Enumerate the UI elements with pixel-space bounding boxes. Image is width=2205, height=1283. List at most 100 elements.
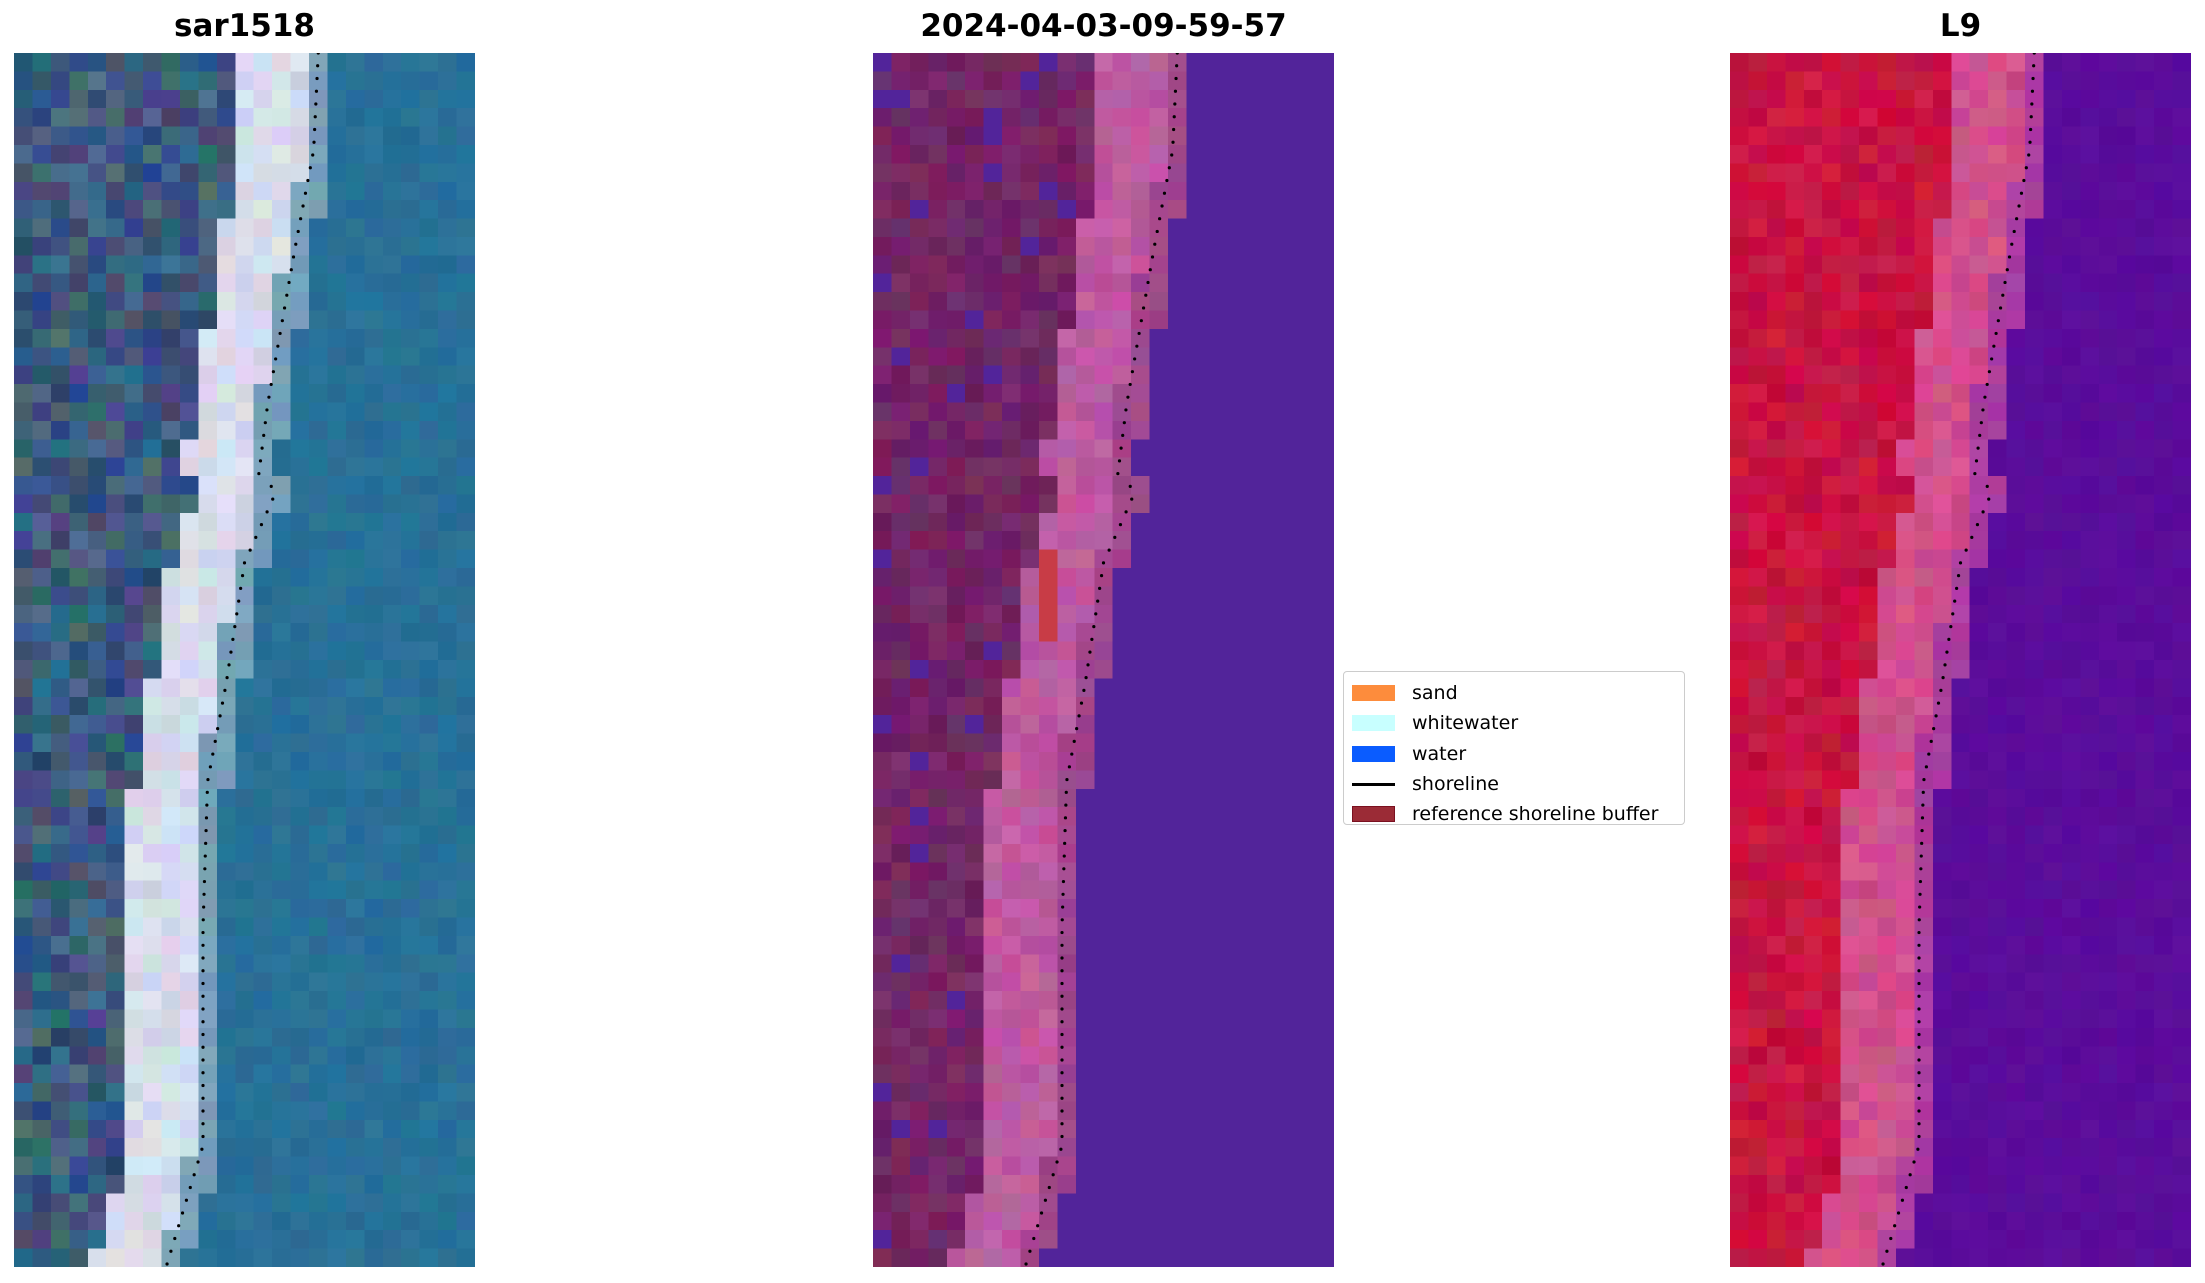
shoreline-point [237, 599, 241, 603]
shoreline-point [1881, 1262, 1885, 1266]
shoreline-point [1126, 395, 1130, 399]
shoreline-point [201, 969, 205, 973]
shoreline-point [1917, 1007, 1921, 1011]
shoreline-point [282, 306, 287, 310]
shoreline-point [201, 918, 205, 922]
shoreline-point [1920, 828, 1924, 833]
shoreline-point [1172, 115, 1176, 119]
shoreline-point [316, 53, 320, 55]
shoreline-point [1922, 777, 1926, 782]
shoreline-point [1060, 930, 1064, 935]
shoreline-point [2024, 166, 2028, 170]
shoreline-point [1063, 816, 1068, 820]
shoreline-point [1975, 523, 1980, 527]
rgb-image-panel [14, 53, 475, 1267]
shoreline-point [1927, 752, 1931, 756]
shoreline-point [276, 344, 280, 348]
shoreline-point [1998, 306, 2003, 310]
shoreline-point [1060, 1122, 1064, 1126]
shoreline-point [1153, 242, 1157, 246]
shoreline-point [1917, 1045, 1921, 1049]
shoreline-point [1116, 472, 1120, 476]
shoreline-point [1917, 943, 1921, 947]
shoreline-point [1917, 969, 1921, 973]
shoreline-point [2030, 89, 2035, 93]
shoreline-point [260, 446, 264, 450]
shoreline-point [223, 688, 227, 692]
legend-line [1352, 782, 1395, 786]
shoreline-point [291, 255, 296, 259]
shoreline-point [1060, 994, 1064, 998]
shoreline-point [177, 1224, 181, 1228]
shoreline-point [259, 523, 264, 527]
shoreline-point [2032, 53, 2036, 55]
shoreline-point [1917, 1032, 1921, 1037]
shoreline-point [1917, 981, 1921, 986]
shoreline-point [1148, 268, 1152, 272]
shoreline-point [1987, 370, 1992, 374]
shoreline-point [1060, 981, 1064, 986]
shoreline-point [1917, 1134, 1921, 1139]
shoreline-point [202, 879, 207, 884]
shoreline-point [1172, 127, 1176, 132]
shoreline-point [316, 64, 320, 68]
shoreline-point [314, 102, 318, 106]
legend: sand whitewater water shoreline referenc… [1343, 671, 1685, 825]
shoreline-point [1160, 204, 1164, 208]
shoreline-point [1124, 408, 1128, 412]
shoreline-point [1084, 676, 1088, 680]
shoreline-point [1096, 599, 1100, 603]
shoreline-point [1917, 1071, 1921, 1075]
shoreline-point [1094, 612, 1098, 616]
shoreline-point [1060, 1096, 1064, 1100]
panel-title-rgb: sar1518 [174, 8, 315, 44]
shoreline-point [201, 1020, 205, 1024]
shoreline-point [1117, 459, 1122, 463]
shoreline-point [1917, 956, 1921, 960]
shoreline-point [1121, 433, 1125, 438]
shoreline-point [1981, 408, 1985, 412]
shoreline-point [313, 115, 317, 119]
shoreline-point [312, 140, 316, 144]
shoreline-point [1130, 370, 1135, 374]
shoreline-point [1964, 548, 1968, 552]
legend-swatch [1352, 715, 1395, 732]
panel-title-date: 2024-04-03-09-59-57 [920, 8, 1287, 44]
shoreline-point [1113, 535, 1117, 539]
legend-item-water: water [1344, 739, 1684, 769]
shoreline-point [271, 370, 276, 374]
shoreline-point [1039, 1211, 1044, 1215]
shoreline-point [1955, 586, 1959, 590]
shoreline-point [1064, 790, 1068, 794]
shoreline-point [1929, 739, 1933, 743]
shoreline-point [1086, 663, 1090, 667]
shoreline-point [203, 854, 207, 858]
shoreline-point [202, 905, 206, 909]
shoreline-point [1917, 1096, 1921, 1100]
shoreline-point [196, 1160, 200, 1164]
shoreline-point [1970, 535, 1974, 539]
shoreline-point [274, 357, 278, 361]
shoreline-point [1949, 625, 1953, 629]
shoreline-point [1921, 790, 1925, 794]
shoreline-point [265, 510, 269, 514]
shoreline-point [1943, 663, 1947, 667]
shoreline-point [1070, 752, 1074, 756]
shoreline-overlay [165, 53, 320, 1266]
shoreline-point [206, 777, 210, 782]
shoreline-point [201, 1007, 205, 1011]
shoreline-point [188, 1185, 192, 1190]
shoreline-point [254, 535, 258, 539]
shoreline-point [225, 676, 229, 680]
shoreline-point [1137, 331, 1141, 336]
legend-item-sand: sand [1344, 678, 1684, 708]
shoreline-point [1065, 777, 1069, 782]
shoreline-point [203, 867, 207, 871]
shoreline-point [1150, 255, 1155, 259]
shoreline-point [1885, 1249, 1889, 1253]
shoreline-point [1077, 714, 1081, 718]
shoreline-point [1919, 867, 1923, 871]
legend-item-reference-buffer: reference shoreline buffer [1344, 799, 1684, 829]
shoreline-point [1932, 726, 1936, 731]
shoreline-point [258, 459, 263, 463]
